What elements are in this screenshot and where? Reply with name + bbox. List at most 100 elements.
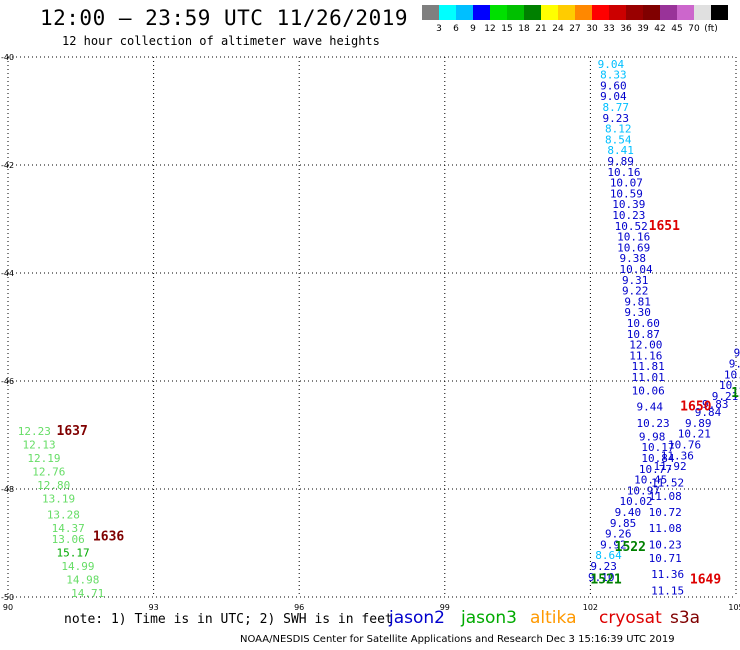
- lat-tick-label: -40: [1, 53, 14, 62]
- wave-height-label: 11.92: [653, 460, 686, 473]
- legend-swatch: [541, 5, 558, 20]
- legend-label: 70: [688, 24, 700, 34]
- legend-swatch: [456, 5, 473, 20]
- pass-time-label: 1636: [93, 529, 124, 544]
- wave-height-label: 9.23: [603, 112, 630, 125]
- wave-height-label: 10.76: [668, 439, 701, 452]
- wave-height-label: 12.23: [18, 425, 51, 438]
- wave-height-label: 9.23: [590, 560, 617, 573]
- wave-height-label: 9.85: [610, 517, 637, 530]
- wave-height-label: 9.38: [620, 252, 647, 265]
- legend-swatch: [575, 5, 592, 20]
- wave-height-label: 9.89: [685, 417, 712, 430]
- wave-height-label: 9.22: [622, 285, 649, 298]
- wave-height-label: 12.19: [27, 452, 60, 465]
- wave-height-label: 9.30: [624, 306, 651, 319]
- wave-height-label: 12.13: [23, 439, 56, 452]
- wave-height-label: 10.87: [627, 328, 660, 341]
- wave-height-label: 14.37: [52, 522, 85, 535]
- pass-time-label: 1651: [649, 219, 680, 234]
- lon-tick-label: 102: [583, 603, 598, 612]
- wave-height-label: 9.84: [695, 406, 722, 419]
- pass-time-label: 15: [731, 386, 740, 401]
- wave-height-label: 10.23: [637, 417, 670, 430]
- legend-swatch: [626, 5, 643, 20]
- legend-swatch: [711, 5, 728, 20]
- wave-height-label: 10.06: [632, 385, 665, 398]
- wave-height-label: 9.92: [600, 538, 627, 551]
- wave-height-label: 10.16: [617, 231, 650, 244]
- pass-time-label: 1521: [590, 573, 621, 588]
- lat-tick-label: -50: [1, 593, 14, 602]
- wave-height-label: 8.77: [603, 101, 630, 114]
- map-grid: [7, 56, 737, 598]
- legend-swatch: [660, 5, 677, 20]
- wave-height-label: 11.52: [651, 476, 684, 489]
- wave-height-label: 10.50: [719, 379, 740, 392]
- legend-label: 21: [535, 24, 547, 34]
- wave-height-label: 10.16: [607, 166, 640, 179]
- wave-height-label: 11.01: [632, 371, 665, 384]
- wave-height-label: 10.07: [610, 177, 643, 190]
- legend-swatch: [439, 5, 456, 20]
- legend-swatch: [422, 5, 439, 20]
- wave-height-label: 9.2: [729, 358, 740, 371]
- legend-label: (ft): [704, 24, 718, 34]
- satellite-jason2: jason2: [389, 608, 445, 628]
- wave-height-label: 13.19: [42, 493, 75, 506]
- legend-swatch: [643, 5, 660, 20]
- wave-height-tracks: 9.048.339.609.048.779.238.128.548.419.89…: [18, 58, 740, 600]
- satellite-jason3: jason3: [461, 608, 517, 628]
- legend-label: 18: [518, 24, 530, 34]
- legend-label: 45: [671, 24, 683, 34]
- lat-tick-label: -46: [1, 377, 14, 386]
- wave-height-label: 9.60: [600, 79, 627, 92]
- wave-height-label: 10.23: [649, 538, 682, 551]
- legend-swatch: [507, 5, 524, 20]
- wave-height-label: 9.04: [598, 58, 625, 71]
- wave-height-label: 10.69: [617, 241, 650, 254]
- wave-height-label: 9.04: [600, 90, 627, 103]
- wave-height-label: 8.64: [595, 549, 622, 562]
- map-axis-ticks: 90 93 96 99 102 105 -40 -42 -44 -46 -48 -50: [1, 53, 740, 612]
- legend-label: 30: [586, 24, 598, 34]
- pass-time-label: 1637: [57, 424, 88, 439]
- wave-height-label: 14.71: [71, 587, 104, 600]
- legend-swatch: [609, 5, 626, 20]
- wave-height-label: 8.33: [600, 69, 627, 82]
- wave-height-label: 9.26: [605, 528, 632, 541]
- wave-height-label: 8.54: [605, 133, 632, 146]
- page-title: 12:00 – 23:59 UTC 11/26/2019: [40, 6, 409, 30]
- wave-height-label: 11.16: [629, 349, 662, 362]
- legend-label: 12: [484, 24, 496, 34]
- legend-swatch: [490, 5, 507, 20]
- legend-label: 33: [603, 24, 615, 34]
- wave-height-label: 10.17: [641, 441, 674, 454]
- legend-swatch: [524, 5, 541, 20]
- wave-height-label: 9.21: [712, 390, 739, 403]
- page-subtitle: 12 hour collection of altimeter wave hei…: [62, 34, 380, 48]
- wave-height-label: 12.00: [629, 339, 662, 352]
- wave-height-label: 14.99: [61, 560, 94, 573]
- wave-height-label: 11.81: [632, 360, 665, 373]
- footer-credit: NOAA/NESDIS Center for Satellite Applica…: [240, 634, 675, 645]
- wave-height-label: 10.60: [724, 368, 740, 381]
- legend-label: 15: [501, 24, 513, 34]
- wave-height-label: 14.98: [66, 574, 99, 587]
- legend-label: 36: [620, 24, 632, 34]
- pass-time-label: 1522: [615, 540, 646, 555]
- wave-height-label: 12.76: [32, 466, 65, 479]
- wave-height-label: 9.81: [624, 295, 651, 308]
- wave-height-label: 10.52: [615, 220, 648, 233]
- pass-time-label: 1649: [690, 573, 721, 588]
- satellite-s3a: s3a: [670, 608, 701, 628]
- wave-height-label: 11.15: [651, 584, 684, 597]
- lon-tick-label: 99: [440, 603, 450, 612]
- wave-height-label: 9.44: [637, 401, 664, 414]
- wave-height-label: 9: [734, 347, 740, 360]
- wave-height-label: 9.98: [639, 430, 666, 443]
- wave-height-label: 10.60: [627, 317, 660, 330]
- legend-swatch: [677, 5, 694, 20]
- lon-tick-label: 96: [294, 603, 304, 612]
- wave-height-label: 10.72: [649, 506, 682, 519]
